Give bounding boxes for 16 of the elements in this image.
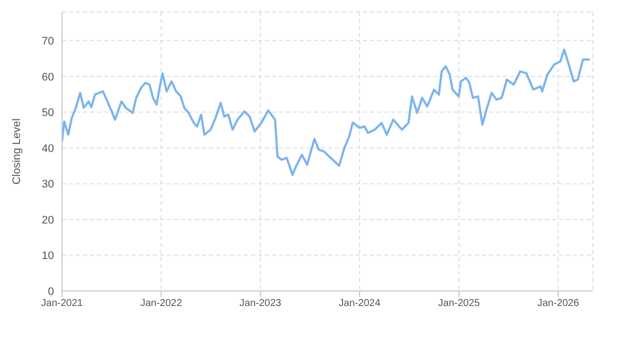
y-tick-label: 70 [42, 36, 54, 48]
y-tick-label: 0 [48, 286, 54, 298]
x-tick-label: Jan-2025 [438, 298, 480, 310]
y-tick-label: 40 [42, 142, 54, 155]
x-tick-label: Jan-2022 [140, 298, 182, 310]
x-tick-label: Jan-2026 [537, 298, 580, 310]
x-tick-label: Jan-2024 [338, 298, 381, 310]
x-tick-label: Jan-2021 [41, 298, 84, 310]
y-tick-label: 30 [42, 178, 54, 191]
y-tick-label: 20 [42, 214, 54, 226]
y-tick-label: 50 [42, 107, 54, 120]
x-tick-label: Jan-2023 [240, 298, 282, 310]
y-axis-title: Closing Level [10, 118, 23, 185]
y-tick-label: 60 [42, 71, 54, 84]
y-tick-label: 10 [42, 250, 54, 262]
line-series [62, 48, 591, 176]
